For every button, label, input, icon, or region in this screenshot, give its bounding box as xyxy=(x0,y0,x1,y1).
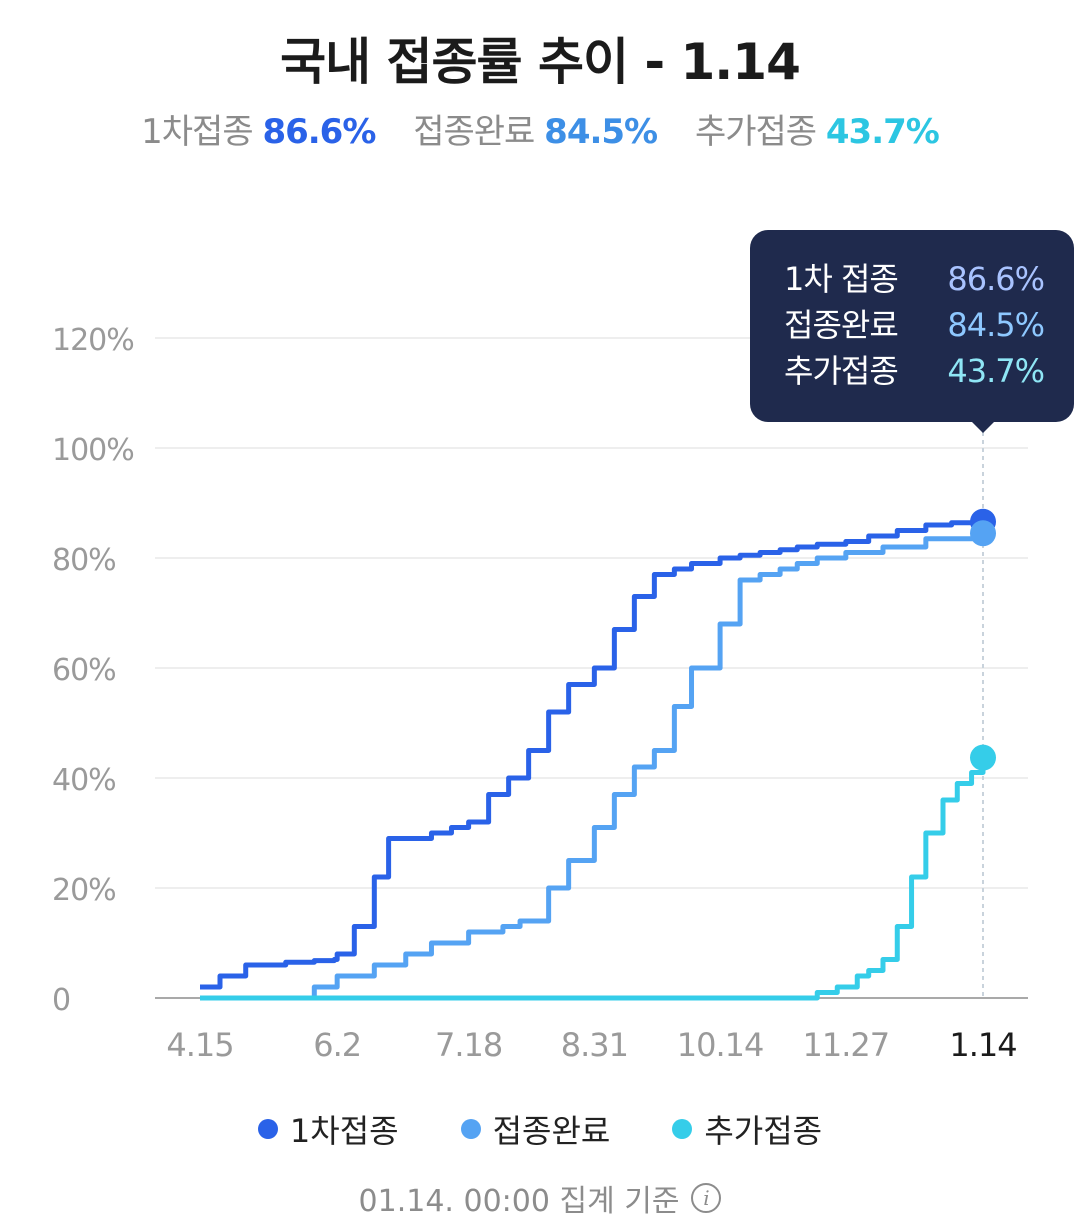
summary-complete: 접종완료 84.5% xyxy=(413,112,667,152)
legend-label-first: 1차접종 xyxy=(289,1112,399,1150)
tooltip-row-booster: 추가접종 43.7% xyxy=(784,348,1045,394)
legend-label-booster: 추가접종 xyxy=(704,1112,823,1150)
info-icon[interactable]: i xyxy=(691,1183,722,1213)
tooltip-value-complete: 84.5% xyxy=(947,306,1045,344)
summary-booster: 추가접종 43.7% xyxy=(694,112,940,152)
summary-booster-label: 추가접종 xyxy=(694,112,817,152)
tooltip-label-booster: 추가접종 xyxy=(784,352,899,390)
legend: 1차접종 접종완료 추가접종 xyxy=(0,1106,1080,1152)
summary-first-dose-label: 1차접종 xyxy=(141,112,253,152)
legend-item-complete[interactable]: 접종완료 xyxy=(460,1106,611,1152)
legend-dot-complete xyxy=(460,1119,481,1139)
summary-bar: 1차접종 86.6% 접종완료 84.5% 추가접종 43.7% xyxy=(0,104,1080,153)
y-tick-label: 80% xyxy=(52,543,116,578)
x-tick-label: 1.14 xyxy=(949,1026,1016,1064)
series-end-point-3 xyxy=(970,744,996,771)
legend-item-booster[interactable]: 추가접종 xyxy=(672,1106,822,1152)
tooltip-row-complete: 접종완료 84.5% xyxy=(784,302,1045,348)
tooltip-value-first: 86.6% xyxy=(947,260,1045,298)
x-tick-label: 8.31 xyxy=(561,1026,628,1064)
tooltip-row-first: 1차 접종 86.6% xyxy=(784,256,1045,302)
chart-title: 국내 접종률 추이 - 1.14 xyxy=(280,33,801,91)
tooltip-label-complete: 접종완료 xyxy=(784,306,899,344)
tooltip-label-first: 1차 접종 xyxy=(784,260,899,298)
tooltip-arrow xyxy=(970,420,996,433)
y-tick-label: 40% xyxy=(52,763,116,798)
y-tick-label: 0 xyxy=(52,983,70,1018)
y-tick-label: 120% xyxy=(52,323,134,358)
tooltip: 1차 접종 86.6% 접종완료 84.5% 추가접종 43.7% xyxy=(750,230,1074,422)
series-line-2 xyxy=(200,533,986,1001)
x-tick-label: 4.15 xyxy=(166,1026,233,1064)
footer: 01.14. 00:00 집계 기준 i xyxy=(0,1176,1080,1220)
summary-first-dose-value: 86.6% xyxy=(262,112,376,152)
summary-complete-value: 84.5% xyxy=(544,112,658,152)
tooltip-value-booster: 43.7% xyxy=(947,352,1045,390)
series-line-3 xyxy=(200,757,986,1001)
x-tick-label: 7.18 xyxy=(435,1026,502,1064)
summary-first-dose: 1차접종 86.6% xyxy=(141,112,385,152)
line-chart[interactable]: 0 20% 40% 60% 80% 100% 120% 4.15 6.2 7.18 8.31 10.1… xyxy=(0,0,1080,1080)
legend-label-complete: 접종완료 xyxy=(492,1112,611,1150)
x-tick-label: 11.27 xyxy=(803,1026,890,1064)
legend-dot-first xyxy=(257,1119,278,1139)
footer-text: 01.14. 00:00 집계 기준 xyxy=(358,1184,680,1219)
y-tick-label: 60% xyxy=(52,653,116,688)
summary-complete-label: 접종완료 xyxy=(413,112,535,152)
legend-item-first[interactable]: 1차접종 xyxy=(257,1106,399,1152)
y-tick-label: 100% xyxy=(52,433,134,468)
x-tick-label: 6.2 xyxy=(313,1026,361,1064)
legend-dot-booster xyxy=(672,1119,693,1139)
x-tick-label: 10.14 xyxy=(677,1026,764,1064)
series-line-1 xyxy=(200,520,986,990)
series-end-point-2 xyxy=(970,520,996,547)
summary-booster-value: 43.7% xyxy=(825,112,940,152)
y-tick-label: 20% xyxy=(52,873,116,908)
